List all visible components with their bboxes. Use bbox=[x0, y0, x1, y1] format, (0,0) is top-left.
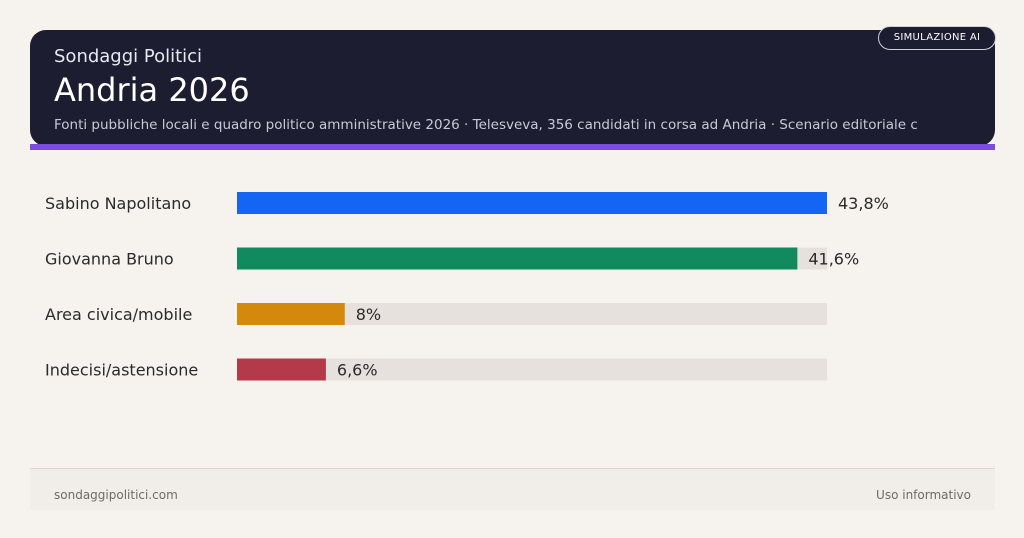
chart-header: Sondaggi Politici Andria 2026 Fonti pubb… bbox=[30, 30, 995, 146]
footer-source: sondaggipolitici.com bbox=[54, 488, 178, 502]
value-label: 8% bbox=[356, 305, 381, 324]
bar bbox=[237, 247, 798, 270]
footer: sondaggipolitici.com Uso informativo bbox=[30, 468, 995, 510]
bar bbox=[237, 358, 326, 381]
page-title: Andria 2026 bbox=[54, 71, 250, 109]
category-label: Giovanna Bruno bbox=[45, 250, 174, 269]
category-label: Sabino Napolitano bbox=[45, 194, 191, 213]
simulation-badge: SIMULAZIONE AI bbox=[878, 26, 996, 50]
header-subtitle: Fonti pubbliche locali e quadro politico… bbox=[54, 117, 918, 133]
footer-note: Uso informativo bbox=[876, 488, 971, 502]
value-label: 43,8% bbox=[838, 194, 889, 213]
bar-track bbox=[237, 303, 827, 325]
header-accent-bar bbox=[30, 144, 995, 150]
bar-track bbox=[237, 358, 827, 381]
category-label: Indecisi/astensione bbox=[45, 361, 198, 380]
value-label: 6,6% bbox=[337, 361, 378, 380]
bar bbox=[237, 192, 827, 214]
header-kicker: Sondaggi Politici bbox=[54, 46, 203, 67]
value-label: 41,6% bbox=[808, 250, 859, 269]
category-label: Area civica/mobile bbox=[45, 305, 192, 324]
bar bbox=[237, 303, 345, 325]
